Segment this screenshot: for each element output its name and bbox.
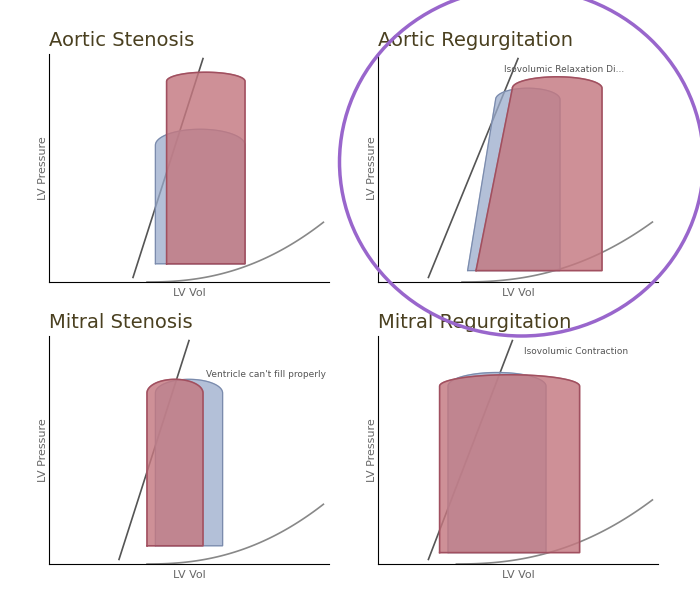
Text: Aortic Stenosis: Aortic Stenosis	[49, 31, 195, 50]
Text: Mitral Regurgitation: Mitral Regurgitation	[378, 313, 571, 332]
Text: Aortic Regurgitation: Aortic Regurgitation	[378, 31, 573, 50]
X-axis label: LV Vol: LV Vol	[173, 287, 205, 298]
Y-axis label: LV Pressure: LV Pressure	[367, 136, 377, 200]
Text: Isovolumic Contraction: Isovolumic Contraction	[524, 347, 628, 356]
Text: Mitral Stenosis: Mitral Stenosis	[49, 313, 192, 332]
Text: Isovolumic Relaxation Di...: Isovolumic Relaxation Di...	[504, 65, 624, 74]
Y-axis label: LV Pressure: LV Pressure	[38, 136, 48, 200]
Polygon shape	[155, 379, 223, 546]
Y-axis label: LV Pressure: LV Pressure	[38, 418, 48, 482]
Polygon shape	[155, 129, 245, 264]
X-axis label: LV Vol: LV Vol	[502, 287, 534, 298]
Polygon shape	[468, 88, 560, 271]
X-axis label: LV Vol: LV Vol	[502, 569, 534, 580]
Text: Ventricle can't fill properly: Ventricle can't fill properly	[206, 370, 326, 379]
Polygon shape	[147, 379, 203, 546]
X-axis label: LV Vol: LV Vol	[173, 569, 205, 580]
Polygon shape	[167, 72, 245, 264]
Polygon shape	[440, 375, 580, 553]
Polygon shape	[448, 373, 546, 553]
Y-axis label: LV Pressure: LV Pressure	[367, 418, 377, 482]
Polygon shape	[476, 77, 602, 271]
